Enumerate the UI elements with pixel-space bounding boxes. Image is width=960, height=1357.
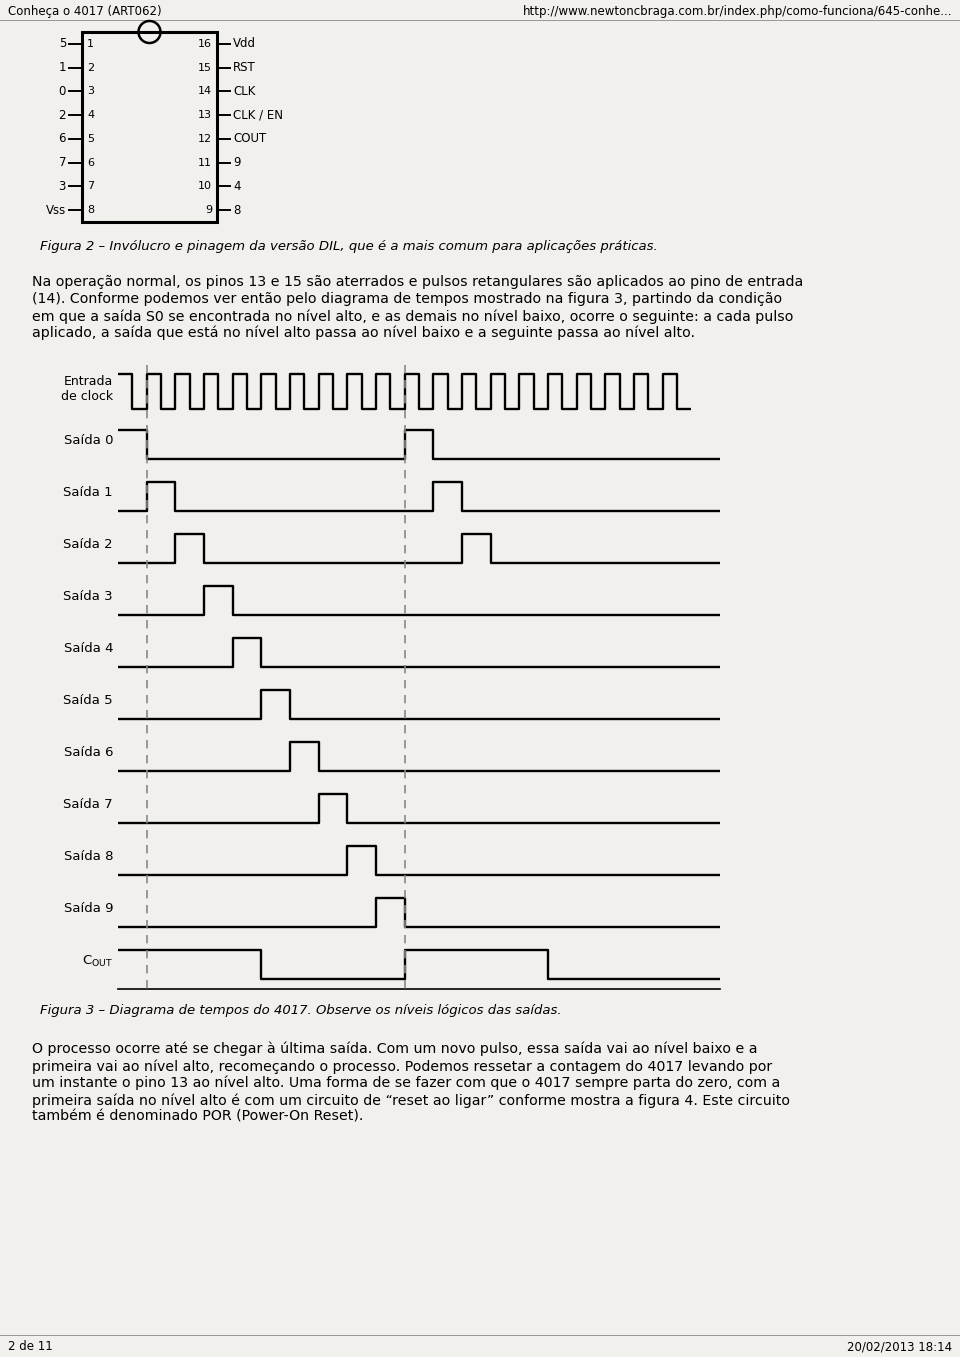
Text: primeira vai ao nível alto, recomeçando o processo. Podemos ressetar a contagem : primeira vai ao nível alto, recomeçando …	[32, 1058, 772, 1073]
Text: Saída 1: Saída 1	[63, 487, 113, 499]
Text: 20/02/2013 18:14: 20/02/2013 18:14	[847, 1339, 952, 1353]
Text: Saída 3: Saída 3	[63, 590, 113, 604]
Text: COUT: COUT	[233, 133, 266, 145]
Text: Conheça o 4017 (ART062): Conheça o 4017 (ART062)	[8, 5, 161, 18]
Text: Vss: Vss	[46, 204, 66, 217]
Text: 1: 1	[87, 39, 94, 49]
Text: 2 de 11: 2 de 11	[8, 1339, 53, 1353]
Text: primeira saída no nível alto é com um circuito de “reset ao ligar” conforme most: primeira saída no nível alto é com um ci…	[32, 1092, 790, 1107]
Text: 4: 4	[233, 180, 241, 193]
Text: Entrada
de clock: Entrada de clock	[60, 375, 113, 403]
Text: 7: 7	[59, 156, 66, 170]
Text: Saída 7: Saída 7	[63, 798, 113, 811]
Text: Saída 6: Saída 6	[63, 746, 113, 760]
Text: 4: 4	[87, 110, 94, 121]
Text: 0: 0	[59, 85, 66, 98]
Text: O processo ocorre até se chegar à última saída. Com um novo pulso, essa saída va: O processo ocorre até se chegar à última…	[32, 1042, 757, 1057]
Text: Na operação normal, os pinos 13 e 15 são aterrados e pulsos retangulares são apl: Na operação normal, os pinos 13 e 15 são…	[32, 275, 804, 289]
Text: também é denominado POR (Power-On Reset).: também é denominado POR (Power-On Reset)…	[32, 1110, 364, 1124]
Text: Vdd: Vdd	[233, 38, 256, 50]
Text: 2: 2	[87, 62, 94, 73]
Text: CLK / EN: CLK / EN	[233, 109, 283, 122]
Text: 16: 16	[198, 39, 212, 49]
Text: 3: 3	[59, 180, 66, 193]
Bar	[82, 33, 217, 223]
Text: aplicado, a saída que está no nível alto passa ao nível baixo e a seguinte passa: aplicado, a saída que está no nível alto…	[32, 326, 695, 341]
Text: 11: 11	[198, 157, 212, 168]
Text: 15: 15	[198, 62, 212, 73]
Text: Saída 5: Saída 5	[63, 695, 113, 707]
Text: C$_\mathregular{OUT}$: C$_\mathregular{OUT}$	[82, 954, 113, 969]
Text: http://www.newtoncbraga.com.br/index.php/como-funciona/645-conhe...: http://www.newtoncbraga.com.br/index.php…	[522, 5, 952, 18]
Text: 2: 2	[59, 109, 66, 122]
Text: 12: 12	[198, 134, 212, 144]
Text: Figura 3 – Diagrama de tempos do 4017. Observe os níveis lógicos das saídas.: Figura 3 – Diagrama de tempos do 4017. O…	[40, 1004, 562, 1016]
Text: 6: 6	[87, 157, 94, 168]
Text: 8: 8	[87, 205, 94, 216]
Text: Saída 0: Saída 0	[63, 434, 113, 448]
Text: CLK: CLK	[233, 85, 255, 98]
Text: RST: RST	[233, 61, 255, 75]
Text: 8: 8	[233, 204, 240, 217]
Text: Saída 4: Saída 4	[63, 642, 113, 655]
Text: Figura 2 – Invólucro e pinagem da versão DIL, que é a mais comum para aplicações: Figura 2 – Invólucro e pinagem da versão…	[40, 240, 658, 252]
Text: Saída 2: Saída 2	[63, 539, 113, 551]
Text: 9: 9	[233, 156, 241, 170]
Text: 5: 5	[87, 134, 94, 144]
Text: Saída 8: Saída 8	[63, 851, 113, 863]
Text: 9: 9	[204, 205, 212, 216]
Text: 7: 7	[87, 182, 94, 191]
Text: 10: 10	[198, 182, 212, 191]
Text: 13: 13	[198, 110, 212, 121]
Text: 5: 5	[59, 38, 66, 50]
Text: Saída 9: Saída 9	[63, 902, 113, 916]
Text: 6: 6	[59, 133, 66, 145]
Text: (14). Conforme podemos ver então pelo diagrama de tempos mostrado na figura 3, p: (14). Conforme podemos ver então pelo di…	[32, 292, 782, 305]
Text: 3: 3	[87, 87, 94, 96]
Text: 1: 1	[59, 61, 66, 75]
Text: 14: 14	[198, 87, 212, 96]
Text: um instante o pino 13 ao nível alto. Uma forma de se fazer com que o 4017 sempre: um instante o pino 13 ao nível alto. Uma…	[32, 1076, 780, 1091]
Text: em que a saída S0 se encontrada no nível alto, e as demais no nível baixo, ocorr: em que a saída S0 se encontrada no nível…	[32, 309, 793, 323]
